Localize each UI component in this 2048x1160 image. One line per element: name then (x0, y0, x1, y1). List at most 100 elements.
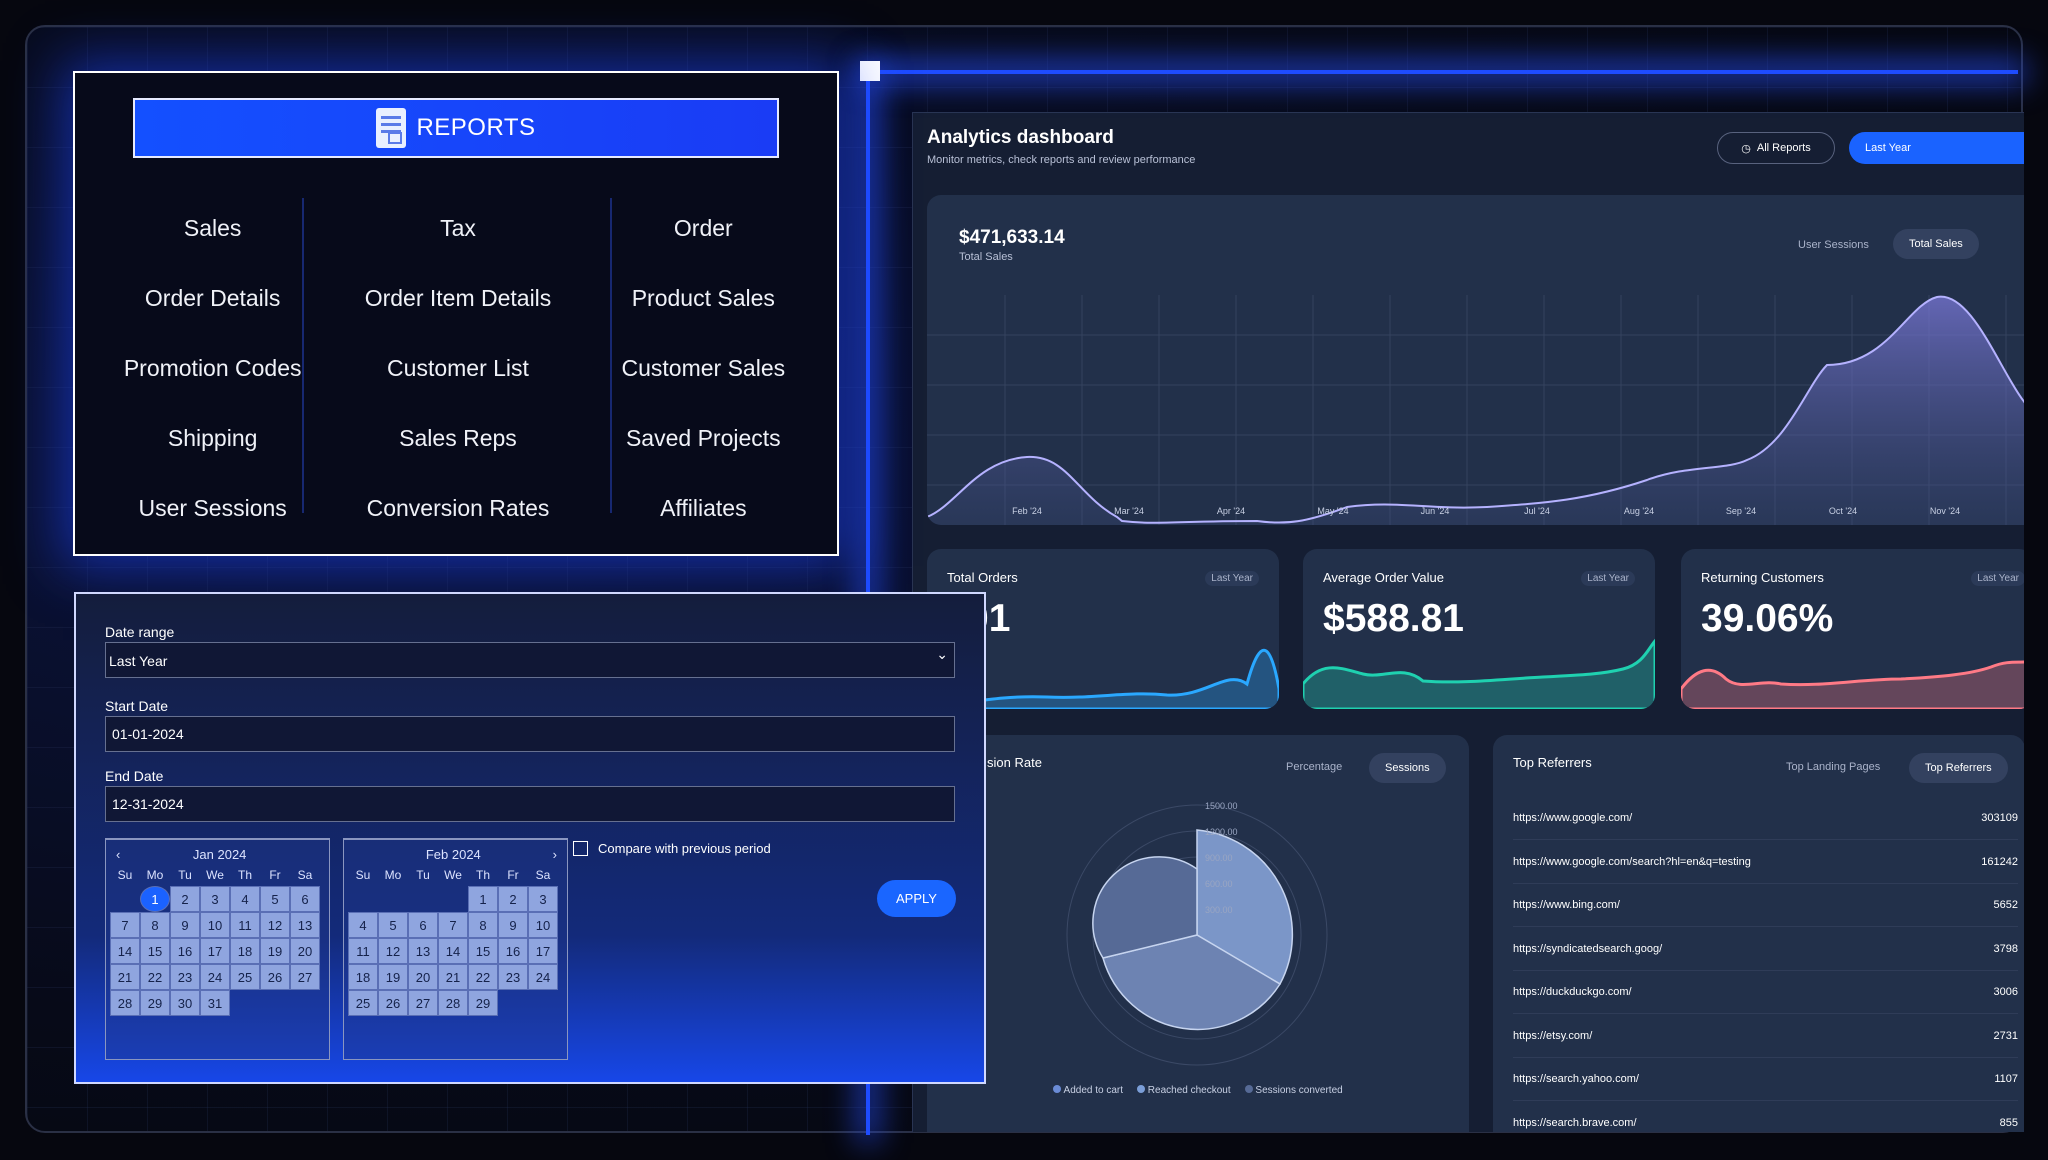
calendar-day[interactable]: 12 (260, 912, 290, 938)
calendar-day[interactable]: 26 (260, 964, 290, 990)
resize-handle[interactable] (860, 61, 880, 81)
report-item-promotion-codes[interactable]: Promotion Codes (123, 354, 302, 381)
referrer-row[interactable]: https://www.google.com/search?hl=en&q=te… (1513, 841, 2018, 884)
report-item-order-item-details[interactable]: Order Item Details (364, 284, 552, 311)
calendar-day[interactable]: 30 (170, 990, 200, 1016)
calendar-day[interactable]: 25 (230, 964, 260, 990)
calendar-day[interactable]: 6 (290, 886, 320, 912)
calendar-day[interactable]: 18 (230, 938, 260, 964)
tab-sessions[interactable]: Sessions (1369, 753, 1446, 783)
calendar-day[interactable]: 5 (378, 912, 408, 938)
calendar-day[interactable]: 28 (438, 990, 468, 1016)
apply-button[interactable]: APPLY (877, 880, 956, 917)
calendar-day[interactable]: 12 (378, 938, 408, 964)
report-item-affiliates[interactable]: Affiliates (660, 494, 747, 521)
tab-top-referrers[interactable]: Top Referrers (1909, 753, 2008, 783)
calendar-day[interactable]: 4 (230, 886, 260, 912)
calendar-day[interactable]: 22 (140, 964, 170, 990)
report-item-tax[interactable]: Tax (440, 214, 476, 241)
referrer-row[interactable]: https://www.google.com/303109 (1513, 797, 2018, 840)
tab-top-landing-pages[interactable]: Top Landing Pages (1786, 761, 1881, 773)
referrer-row[interactable]: https://search.yahoo.com/1107 (1513, 1058, 2018, 1101)
calendar-day[interactable]: 18 (348, 964, 378, 990)
calendar-day[interactable]: 1 (468, 886, 498, 912)
calendar-day[interactable]: 3 (200, 886, 230, 912)
compare-option[interactable]: Compare with previous period (573, 841, 771, 856)
calendar-day[interactable]: 6 (408, 912, 438, 938)
report-item-sales[interactable]: Sales (183, 214, 242, 241)
end-date-input[interactable]: 12-31-2024 (105, 786, 955, 822)
calendar-day[interactable]: 5 (260, 886, 290, 912)
calendar-day[interactable]: 7 (110, 912, 140, 938)
calendar-day[interactable]: 22 (468, 964, 498, 990)
calendar-day[interactable]: 24 (200, 964, 230, 990)
calendar-day[interactable]: 11 (348, 938, 378, 964)
calendar-day[interactable]: 10 (528, 912, 558, 938)
calendar-day[interactable]: 16 (498, 938, 528, 964)
report-item-saved-projects[interactable]: Saved Projects (625, 424, 781, 451)
compare-checkbox[interactable] (573, 841, 588, 856)
tab-total-sales[interactable]: Total Sales (1893, 229, 1979, 259)
report-item-sales-reps[interactable]: Sales Reps (399, 424, 517, 451)
date-range-select[interactable]: Last Year (105, 642, 955, 678)
calendar-day[interactable]: 27 (290, 964, 320, 990)
referrer-row[interactable]: https://duckduckgo.com/3006 (1513, 971, 2018, 1014)
calendar-day[interactable]: 20 (408, 964, 438, 990)
report-item-order-details[interactable]: Order Details (144, 284, 281, 311)
calendar-day[interactable]: 7 (438, 912, 468, 938)
calendar-day[interactable]: 2 (498, 886, 528, 912)
calendar-day[interactable]: 23 (170, 964, 200, 990)
calendar-day[interactable]: 28 (110, 990, 140, 1016)
tab-user-sessions[interactable]: User Sessions (1798, 239, 1869, 251)
calendar-day[interactable]: 2 (170, 886, 200, 912)
start-date-input[interactable]: 01-01-2024 (105, 716, 955, 752)
calendar-day[interactable]: 10 (200, 912, 230, 938)
calendar-day[interactable]: 9 (498, 912, 528, 938)
calendar-day[interactable]: 14 (110, 938, 140, 964)
calendar-day[interactable]: 15 (140, 938, 170, 964)
tab-percentage[interactable]: Percentage (1286, 761, 1343, 773)
calendar-day[interactable]: 21 (110, 964, 140, 990)
calendar-day[interactable]: 8 (140, 912, 170, 938)
report-item-shipping[interactable]: Shipping (167, 424, 258, 451)
calendar-day[interactable]: 20 (290, 938, 320, 964)
last-year-button[interactable]: Last Year (1849, 132, 2024, 164)
report-item-customer-sales[interactable]: Customer Sales (621, 354, 786, 381)
calendar-day[interactable]: 24 (528, 964, 558, 990)
referrer-row[interactable]: https://etsy.com/2731 (1513, 1015, 2018, 1058)
calendar-day[interactable]: 17 (200, 938, 230, 964)
calendar-day[interactable]: 15 (468, 938, 498, 964)
calendar-day[interactable]: 13 (408, 938, 438, 964)
calendar-day[interactable]: 16 (170, 938, 200, 964)
all-reports-button[interactable]: ◷ All Reports (1717, 132, 1835, 164)
report-item-conversion-rates[interactable]: Conversion Rates (366, 494, 550, 521)
referrer-row[interactable]: https://search.brave.com/855 (1513, 1102, 2018, 1133)
calendar-day[interactable]: 31 (200, 990, 230, 1016)
calendar-day[interactable]: 29 (468, 990, 498, 1016)
calendar-day[interactable]: 26 (378, 990, 408, 1016)
calendar-day[interactable]: 3 (528, 886, 558, 912)
calendar-day[interactable]: 25 (348, 990, 378, 1016)
calendar-day[interactable]: 27 (408, 990, 438, 1016)
report-item-user-sessions[interactable]: User Sessions (138, 494, 287, 521)
calendar-day[interactable]: 13 (290, 912, 320, 938)
report-item-order[interactable]: Order (673, 214, 733, 241)
calendar-day[interactable]: 17 (528, 938, 558, 964)
report-item-product-sales[interactable]: Product Sales (631, 284, 775, 311)
referrer-row[interactable]: https://www.bing.com/5652 (1513, 884, 2018, 927)
calendar-day[interactable]: 23 (498, 964, 528, 990)
calendar-day[interactable]: 8 (468, 912, 498, 938)
calendar-day[interactable]: 1 (140, 886, 170, 912)
calendar-day[interactable]: 11 (230, 912, 260, 938)
calendar-day[interactable]: 21 (438, 964, 468, 990)
calendar-day[interactable]: 19 (260, 938, 290, 964)
calendar-day[interactable]: 14 (438, 938, 468, 964)
calendar-day[interactable]: 9 (170, 912, 200, 938)
reports-header[interactable]: REPORTS (133, 98, 779, 158)
prev-month-icon[interactable]: ‹ (116, 846, 121, 862)
report-item-customer-list[interactable]: Customer List (387, 354, 529, 381)
calendar-day[interactable]: 29 (140, 990, 170, 1016)
referrer-row[interactable]: https://syndicatedsearch.goog/3798 (1513, 928, 2018, 971)
calendar-day[interactable]: 4 (348, 912, 378, 938)
calendar-day[interactable]: 19 (378, 964, 408, 990)
